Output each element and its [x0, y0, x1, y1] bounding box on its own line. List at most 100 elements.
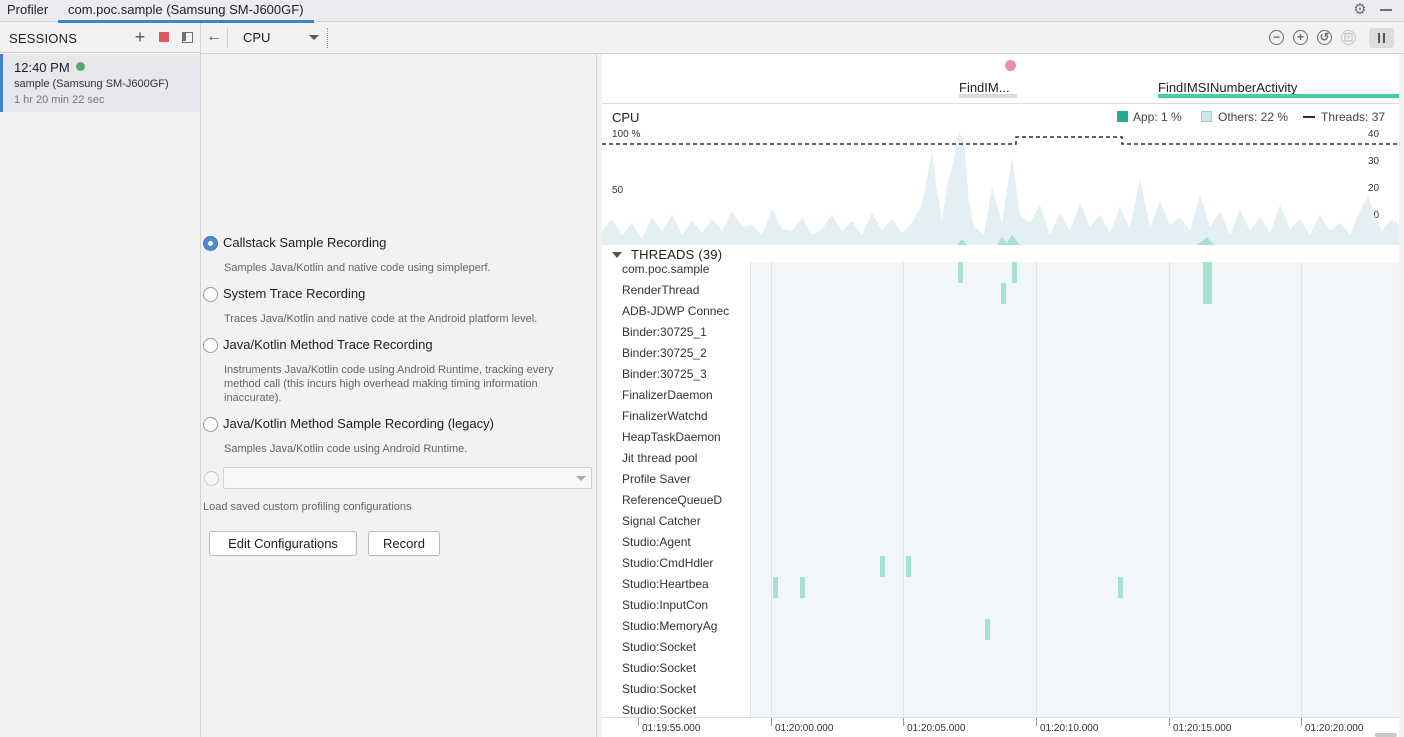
thread-name[interactable]: Studio:Agent — [622, 535, 691, 549]
activity-bar[interactable] — [1158, 94, 1399, 98]
chevron-down-icon[interactable] — [612, 252, 622, 258]
thread-activity-segment[interactable] — [773, 577, 778, 598]
thread-name[interactable]: RenderThread — [622, 283, 700, 297]
axis-tick — [638, 718, 639, 726]
activity-label: FindIM... — [959, 80, 1010, 95]
thread-name[interactable]: FinalizerDaemon — [622, 388, 713, 402]
recording-option-desc: Traces Java/Kotlin and native code at th… — [224, 313, 538, 325]
thread-activity-segment[interactable] — [1001, 283, 1006, 304]
thread-name[interactable]: Studio:MemoryAg — [622, 619, 718, 633]
load-saved-configs-link[interactable]: Load saved custom profiling configuratio… — [203, 501, 412, 513]
thread-name[interactable]: Profile Saver — [622, 472, 691, 486]
others-cpu-area — [602, 131, 1399, 245]
thread-name[interactable]: Studio:InputCon — [622, 598, 709, 612]
tab-bar: Profiler com.poc.sample (Samsung SM-J600… — [0, 0, 1404, 23]
cpu-usage-graph — [602, 131, 1399, 245]
thread-activity-segment[interactable] — [800, 577, 805, 598]
recording-option-desc: Instruments Java/Kotlin code using Andro… — [224, 364, 554, 404]
thread-name[interactable]: FinalizerWatchd — [622, 409, 708, 423]
thread-name[interactable]: Signal Catcher — [622, 514, 701, 528]
axis-tick — [1036, 718, 1037, 726]
gear-icon[interactable]: ⚙ — [1353, 1, 1367, 18]
thread-name[interactable]: Studio:CmdHdler — [622, 556, 714, 570]
arrow-left-icon[interactable]: ← — [206, 28, 222, 45]
zoom-in-icon[interactable]: + — [1293, 30, 1308, 45]
session-item[interactable]: 12:40 PM sample (Samsung SM-J600GF) 1 hr… — [0, 54, 200, 112]
axis-tick-label: 01:20:20.000 — [1305, 723, 1364, 734]
thread-activity-segment[interactable] — [906, 556, 911, 577]
user-event-marker[interactable] — [1005, 60, 1016, 71]
axis-tick — [1301, 718, 1302, 726]
profiler-toolbar: ← CPU − + ↺ ⊡ — [201, 23, 1404, 54]
toolbar-separator — [227, 28, 228, 48]
legend-swatch-threads — [1303, 116, 1315, 118]
thread-name[interactable]: Studio:Socket — [622, 703, 697, 717]
radio-button[interactable] — [203, 417, 218, 432]
thread-activity-segment[interactable] — [1012, 262, 1017, 283]
collapse-panel-icon[interactable] — [182, 32, 193, 43]
thread-activity-segment[interactable] — [1203, 262, 1212, 304]
custom-config-select[interactable] — [223, 467, 592, 489]
recording-option-label: Java/Kotlin Method Trace Recording — [223, 337, 433, 352]
thread-activity-segment[interactable] — [880, 556, 885, 577]
axis-tick-label: 01:20:10.000 — [1040, 723, 1099, 734]
add-session-icon[interactable]: + — [134, 27, 146, 47]
toolbar-separator — [327, 28, 328, 48]
chevron-down-icon — [309, 35, 319, 40]
legend-swatch-others — [1201, 111, 1212, 122]
thread-activity-segment[interactable] — [1118, 577, 1123, 598]
axis-tick-label: 01:20:05.000 — [907, 723, 966, 734]
horizontal-scrollbar[interactable] — [1375, 733, 1397, 737]
thread-name[interactable]: Studio:Socket — [622, 661, 697, 675]
legend-threads: Threads: 37 — [1321, 110, 1386, 124]
zoom-out-icon[interactable]: − — [1269, 30, 1284, 45]
thread-activity-segment[interactable] — [958, 262, 963, 283]
y-axis-label: 100 % — [612, 129, 641, 140]
tab-session[interactable]: com.poc.sample (Samsung SM-J600GF) — [58, 0, 314, 23]
legend-others: Others: 22 % — [1218, 110, 1289, 124]
tab-profiler[interactable]: Profiler — [7, 2, 49, 17]
radio-button-selected[interactable] — [203, 236, 218, 251]
legend-app: App: 1 % — [1133, 110, 1182, 124]
thread-name[interactable]: com.poc.sample — [622, 262, 710, 276]
minimize-icon[interactable] — [1380, 9, 1392, 11]
thread-activity-tracks[interactable] — [750, 262, 1399, 717]
threads-header[interactable]: THREADS (39) — [602, 245, 1399, 263]
thread-name[interactable]: ReferenceQueueD — [622, 493, 723, 507]
time-gridline — [1036, 262, 1037, 717]
sessions-header: SESSIONS + — [0, 23, 200, 53]
thread-name[interactable]: ADB-JDWP Connec — [622, 304, 730, 318]
thread-name[interactable]: Binder:30725_2 — [622, 346, 707, 360]
activity-bar[interactable] — [959, 94, 1017, 98]
custom-config-radio[interactable] — [204, 471, 219, 486]
axis-tick-label: 01:20:00.000 — [775, 723, 834, 734]
sessions-panel: SESSIONS + 12:40 PM sample (Samsung SM-J… — [0, 23, 201, 737]
thread-activity-segment[interactable] — [985, 619, 990, 640]
cpu-usage-chart[interactable]: CPU App: 1 % Others: 22 % Threads: 37 10… — [602, 105, 1399, 245]
thread-name[interactable]: Binder:30725_1 — [622, 325, 707, 339]
time-gridline — [1301, 262, 1302, 717]
y-axis-label: 50 — [612, 185, 624, 196]
record-button[interactable]: Record — [368, 531, 440, 556]
thread-name[interactable]: Studio:Heartbea — [622, 577, 709, 591]
timeline-panel: FindIM... FindIMSINumberActivity CPU App… — [602, 54, 1399, 737]
stop-session-icon[interactable] — [159, 32, 169, 42]
session-status-dot — [76, 62, 85, 71]
events-track: FindIM... FindIMSINumberActivity — [602, 54, 1399, 104]
edit-configurations-button[interactable]: Edit Configurations — [209, 531, 357, 556]
radio-button[interactable] — [203, 338, 218, 353]
reset-zoom-icon[interactable]: ↺ — [1317, 30, 1332, 45]
profiler-select[interactable]: CPU — [243, 29, 323, 47]
thread-name[interactable]: HeapTaskDaemon — [622, 430, 721, 444]
thread-name[interactable]: Jit thread pool — [622, 451, 698, 465]
pause-icon[interactable] — [1369, 28, 1394, 48]
thread-name[interactable]: Binder:30725_3 — [622, 367, 707, 381]
radio-button[interactable] — [203, 287, 218, 302]
zoom-to-selection-icon[interactable]: ⊡ — [1341, 30, 1356, 45]
y-axis-right-label: 20 — [1368, 183, 1380, 194]
recording-option-label: System Trace Recording — [223, 286, 366, 301]
session-name: sample (Samsung SM-J600GF) — [14, 78, 169, 90]
thread-name[interactable]: Studio:Socket — [622, 640, 697, 654]
thread-name[interactable]: Studio:Socket — [622, 682, 697, 696]
time-axis: 01:19:55.000 01:20:00.000 01:20:05.000 0… — [602, 717, 1399, 737]
